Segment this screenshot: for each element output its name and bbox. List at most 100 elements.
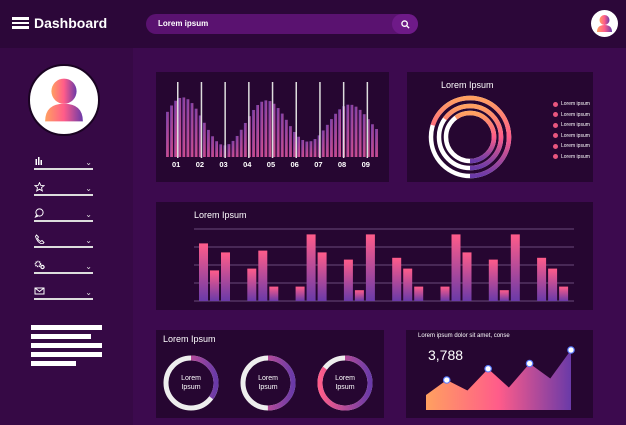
wave-bar — [272, 103, 276, 157]
wave-bar — [215, 141, 218, 157]
bar — [488, 259, 498, 301]
bar — [462, 252, 472, 301]
chevron-down-icon: ⌄ — [85, 236, 92, 245]
wave-label: 01 — [172, 160, 181, 169]
chevron-down-icon: ⌄ — [85, 210, 92, 219]
bar — [548, 268, 558, 301]
wave-bar — [186, 99, 190, 157]
bar-chart-title: Lorem Ipsum — [194, 210, 247, 220]
bar — [354, 290, 364, 301]
wave-bar — [354, 106, 358, 157]
donut-chart: Lorem Ipsum — [239, 354, 297, 412]
donut-progress — [240, 355, 296, 411]
chevron-down-icon: ⌄ — [85, 288, 92, 297]
search-icon — [400, 19, 410, 29]
donut-label: Lorem Ipsum — [258, 375, 278, 391]
area-point[interactable] — [442, 376, 451, 384]
legend-dot — [553, 101, 558, 107]
wave-bar — [350, 104, 354, 157]
donut-progress — [163, 355, 219, 411]
rings-title: Lorem Ipsum — [441, 80, 494, 90]
bar — [258, 250, 268, 301]
legend-item: Lorem ipsum — [553, 112, 590, 118]
search-button[interactable] — [392, 14, 418, 34]
sidebar-item-gears[interactable]: ⌄ — [34, 260, 93, 274]
bar — [414, 286, 424, 301]
hamburger-icon[interactable] — [12, 17, 29, 29]
bar — [343, 259, 353, 301]
donut-panel-title: Lorem Ipsum — [163, 334, 216, 344]
wave-marker-line — [319, 82, 321, 158]
area-chart-panel: Lorem ipsum dolor sit amet, conse 3,788 — [406, 330, 593, 418]
legend-label: Lorem ipsum — [561, 111, 590, 118]
bar — [317, 252, 327, 301]
bar — [392, 257, 402, 301]
wave-bar — [366, 119, 370, 157]
wave-bar — [211, 136, 214, 157]
text-placeholder-lines — [31, 325, 102, 370]
ring-progress — [436, 103, 504, 171]
sidebar-item-phone[interactable]: ⌄ — [34, 234, 93, 248]
wave-bar — [268, 101, 272, 157]
wave-bar — [264, 100, 268, 157]
legend-item: Lorem ipsum — [553, 101, 590, 107]
legend-item: Lorem ipsum — [553, 133, 590, 139]
legend-label: Lorem ipsum — [561, 101, 590, 107]
bar — [365, 234, 375, 301]
wave-bar — [174, 100, 177, 157]
wave-label: 07 — [314, 160, 323, 169]
wave-bar — [362, 114, 366, 157]
area-point[interactable] — [525, 359, 534, 368]
wave-bar — [330, 119, 333, 157]
wave-bar — [289, 126, 292, 157]
donut-panel: Lorem Ipsum Lorem Ipsum Lorem Ipsum Lorem Ips… — [156, 330, 384, 418]
bar — [306, 234, 316, 301]
wave-bar — [375, 128, 378, 157]
legend-label: Lorem ipsum — [561, 122, 590, 128]
mail-icon — [34, 287, 45, 295]
sidebar-item-bar-chart[interactable]: ⌄ — [34, 156, 93, 170]
star-icon — [34, 182, 45, 192]
bar — [559, 286, 569, 301]
user-avatar[interactable] — [591, 10, 618, 37]
donut-label: Lorem Ipsum — [335, 375, 355, 391]
rings-panel: Lorem Ipsum — [407, 72, 593, 182]
wave-bar — [301, 140, 305, 157]
profile-avatar[interactable] — [28, 64, 100, 136]
bar — [451, 234, 461, 301]
sidebar-item-star[interactable]: ⌄ — [34, 182, 93, 196]
bar — [210, 270, 219, 301]
wave-label: 05 — [266, 160, 276, 169]
search-input[interactable]: Lorem ipsum — [146, 14, 418, 34]
wave-bar — [243, 122, 247, 157]
wave-bar — [305, 141, 309, 157]
gears-icon — [34, 260, 45, 270]
wave-bar — [325, 124, 329, 157]
bar-chart-panel: Lorem Ipsum — [156, 202, 593, 310]
ring-progress — [428, 95, 512, 179]
wave-bar — [182, 97, 186, 157]
area-point[interactable] — [484, 364, 492, 373]
wave-marker-line — [295, 82, 297, 158]
sidebar-item-chat[interactable]: ⌄ — [34, 208, 93, 222]
sidebar-item-mail[interactable]: ⌄ — [34, 286, 93, 300]
wave-label: 02 — [195, 160, 205, 169]
ring-progress — [443, 110, 497, 164]
page-title: Dashboard — [34, 15, 108, 31]
legend-label: Lorem ipsum — [561, 132, 590, 139]
wave-bar — [202, 122, 206, 157]
wave-label: 03 — [219, 160, 228, 169]
donut-progress — [317, 355, 373, 411]
wave-marker-line — [271, 82, 274, 158]
bar-chart — [194, 228, 574, 302]
wave-marker-line — [342, 82, 345, 158]
legend-item: Lorem ipsum — [553, 122, 590, 128]
wave-bar — [166, 111, 169, 157]
legend-dot — [553, 112, 558, 117]
wave-marker-line — [366, 82, 369, 158]
area-point[interactable] — [567, 346, 575, 354]
area-chart-value: 3,788 — [428, 347, 464, 363]
wave-bar — [198, 115, 202, 157]
legend-label: Lorem ipsum — [561, 153, 590, 160]
chevron-down-icon: ⌄ — [85, 184, 92, 193]
